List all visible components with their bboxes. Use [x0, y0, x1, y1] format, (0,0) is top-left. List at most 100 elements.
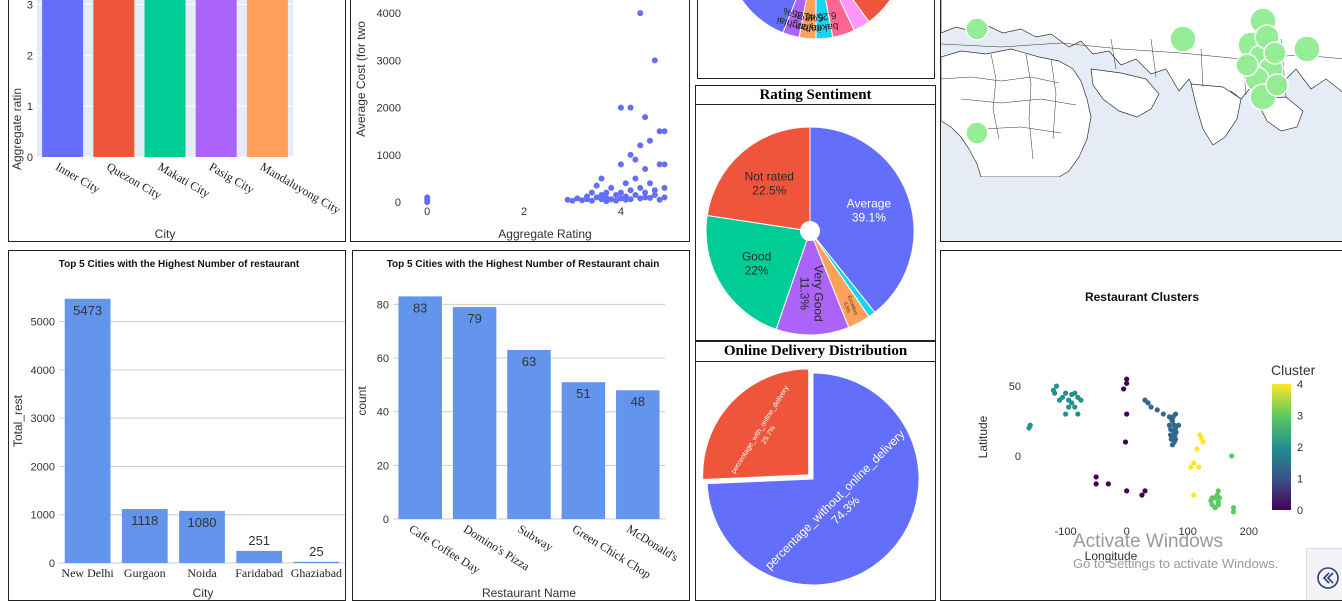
y-tick-label: 3 [27, 0, 33, 11]
y-tick-label: 2000 [31, 461, 55, 473]
slice-label-name: Not rated [745, 170, 794, 184]
top-chains-chart: Top 5 Cities with the Highest Number of … [355, 259, 681, 600]
x-tick-label: New Delhi [61, 566, 114, 580]
scatter-point [574, 195, 581, 202]
scatter-point [617, 189, 624, 196]
scatter-point [617, 104, 624, 111]
slice-label-value: 6.25% [808, 9, 837, 23]
scatter-point [588, 189, 595, 196]
scatter-point [646, 180, 653, 187]
scatter-point [603, 194, 610, 201]
slice-label-value: 22.5% [752, 184, 786, 198]
cluster-point [1075, 411, 1081, 417]
online-delivery-pie-panel: percentage_without_online_delivery 74.3% p… [695, 361, 936, 601]
pie-slice [702, 368, 810, 481]
x-tick-label: -100 [1055, 526, 1077, 538]
sidebar-toggle-button[interactable] [1306, 548, 1342, 600]
bar-group: 83 79 63 51 48 [398, 296, 660, 519]
x-tick-label: Noida [187, 566, 217, 580]
colorbar-tick-label: 2 [1297, 442, 1303, 454]
bar [616, 390, 660, 519]
scatter-point [608, 196, 615, 203]
colorbar-title: Cluster [1271, 362, 1316, 378]
bar [179, 510, 225, 563]
bar [507, 350, 551, 519]
y-axis-title: Average Cost (for two [354, 21, 368, 137]
scatter-point [656, 196, 663, 203]
cluster-point [1215, 502, 1221, 508]
slice-label-value: 39.1% [852, 210, 886, 224]
slice-label-name: italian [795, 20, 822, 33]
y-tick-label: 20 [377, 460, 389, 472]
y-tick-labels: 0 1000 2000 3000 4000 5000 [31, 317, 55, 570]
cluster-point [1200, 439, 1206, 445]
pie-slices [705, 126, 915, 336]
scatter-point [661, 184, 668, 191]
scatter-point [579, 197, 586, 204]
pie-slice [839, 0, 870, 32]
bar-value-label: 1118 [131, 513, 158, 528]
slice-label-name: Very Good [812, 265, 826, 322]
scatter-point [613, 192, 620, 199]
y-axis-title: Total_rest [11, 394, 25, 447]
colorbar-tick-label: 4 [1297, 379, 1303, 391]
pie-slice [706, 126, 811, 232]
x-tick-label: Pasig City [207, 159, 257, 196]
chart-title: Top 5 Cities with the Highest Number of … [59, 259, 300, 270]
scatter-point [593, 182, 600, 189]
scatter-point [651, 57, 658, 64]
bar-value-label: 63 [522, 354, 536, 369]
restaurant-location-markers [965, 7, 1321, 145]
cluster-point [1093, 481, 1099, 487]
cluster-point [1052, 390, 1058, 396]
x-tick-label: Subway [515, 522, 555, 554]
cluster-point [1124, 376, 1130, 382]
bar-value-label: 83 [413, 300, 427, 315]
cluster-point [1142, 488, 1148, 494]
bar [452, 307, 497, 519]
scatter-point [622, 180, 629, 187]
scatter-point [593, 194, 600, 201]
scatter-point [656, 161, 663, 168]
bar [64, 298, 111, 563]
scatter-point [642, 114, 649, 121]
y-tick-label: 0 [1015, 451, 1021, 463]
scatter-point [642, 166, 649, 173]
cluster-point [1171, 435, 1177, 441]
cluster-point [1160, 411, 1166, 417]
cluster-point [1078, 397, 1084, 403]
colorbar-tick-label: 1 [1297, 474, 1303, 486]
cluster-point [1154, 407, 1160, 413]
x-axis-title: Restaurant Name [482, 586, 576, 600]
slice-label-name: Average [847, 196, 892, 210]
y-tick-label: 0 [49, 558, 55, 570]
y-axis-title: Latitude [976, 415, 990, 458]
bar [93, 0, 135, 157]
slice-label-value: 6.41% [795, 9, 824, 23]
cluster-point [1105, 481, 1111, 487]
y-tick-labels: 0 20 40 60 80 [377, 299, 389, 526]
scatter-point [627, 196, 634, 203]
cluster-point [1121, 386, 1127, 392]
scatter-point [598, 175, 605, 182]
scatter-point [646, 194, 653, 201]
land-masses [941, 0, 1342, 178]
cluster-point [1230, 505, 1237, 511]
cluster-point [1216, 495, 1223, 501]
x-tick-label: Inner City [53, 159, 102, 196]
cluster-point [1122, 439, 1129, 445]
cluster-points [1026, 376, 1237, 515]
y-tick-label: 1000 [377, 150, 401, 162]
cluster-point [1072, 404, 1078, 410]
slice-label-value: 22% [745, 263, 769, 277]
bar-value-label: 25 [309, 544, 323, 559]
scatter-point [637, 142, 644, 149]
y-tick-labels: 0 50 [1009, 381, 1021, 463]
pie-slice [705, 214, 811, 330]
bar [561, 382, 606, 519]
cluster-point [1166, 422, 1173, 428]
bar [42, 0, 84, 157]
